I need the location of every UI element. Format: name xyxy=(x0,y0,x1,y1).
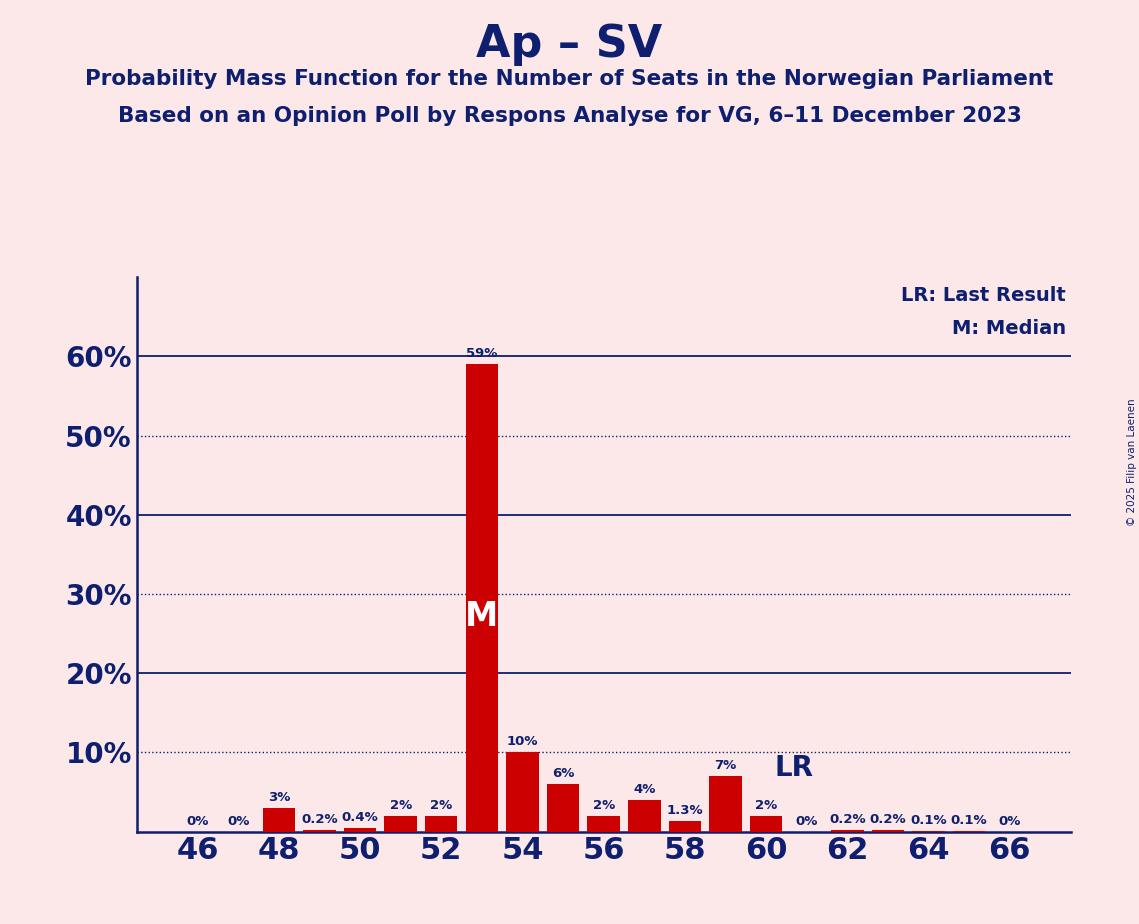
Text: © 2025 Filip van Laenen: © 2025 Filip van Laenen xyxy=(1126,398,1137,526)
Bar xyxy=(344,829,376,832)
Text: LR: LR xyxy=(775,754,813,783)
Text: 0.2%: 0.2% xyxy=(869,813,907,826)
Text: 59%: 59% xyxy=(466,347,498,360)
Bar xyxy=(749,816,782,832)
Bar xyxy=(628,800,661,832)
Bar xyxy=(303,830,336,832)
Bar xyxy=(831,830,863,832)
Text: 0%: 0% xyxy=(795,816,818,829)
Text: 2%: 2% xyxy=(755,799,777,812)
Text: Based on an Opinion Poll by Respons Analyse for VG, 6–11 December 2023: Based on an Opinion Poll by Respons Anal… xyxy=(117,106,1022,127)
Text: Probability Mass Function for the Number of Seats in the Norwegian Parliament: Probability Mass Function for the Number… xyxy=(85,69,1054,90)
Text: M: Median: M: Median xyxy=(952,319,1066,338)
Text: 0.2%: 0.2% xyxy=(829,813,866,826)
Bar xyxy=(466,364,498,832)
Text: 0.2%: 0.2% xyxy=(301,813,338,826)
Text: M: M xyxy=(465,601,499,633)
Bar xyxy=(669,821,702,832)
Text: 0%: 0% xyxy=(187,816,208,829)
Bar xyxy=(710,776,741,832)
Text: 7%: 7% xyxy=(714,760,737,772)
Text: Ap – SV: Ap – SV xyxy=(476,23,663,67)
Bar xyxy=(547,784,580,832)
Text: 1.3%: 1.3% xyxy=(666,805,703,818)
Text: 6%: 6% xyxy=(552,767,574,780)
Bar xyxy=(263,808,295,832)
Bar xyxy=(425,816,458,832)
Text: 0.1%: 0.1% xyxy=(910,814,947,827)
Text: 0.1%: 0.1% xyxy=(951,814,988,827)
Text: 0%: 0% xyxy=(999,816,1021,829)
Bar xyxy=(588,816,620,832)
Text: 10%: 10% xyxy=(507,736,539,748)
Text: LR: Last Result: LR: Last Result xyxy=(901,286,1066,305)
Text: 2%: 2% xyxy=(431,799,452,812)
Text: 0%: 0% xyxy=(227,816,249,829)
Text: 3%: 3% xyxy=(268,791,290,804)
Text: 4%: 4% xyxy=(633,783,655,796)
Text: 2%: 2% xyxy=(592,799,615,812)
Bar xyxy=(506,752,539,832)
Text: 0.4%: 0.4% xyxy=(342,811,378,824)
Text: 2%: 2% xyxy=(390,799,412,812)
Bar xyxy=(871,830,904,832)
Bar xyxy=(384,816,417,832)
